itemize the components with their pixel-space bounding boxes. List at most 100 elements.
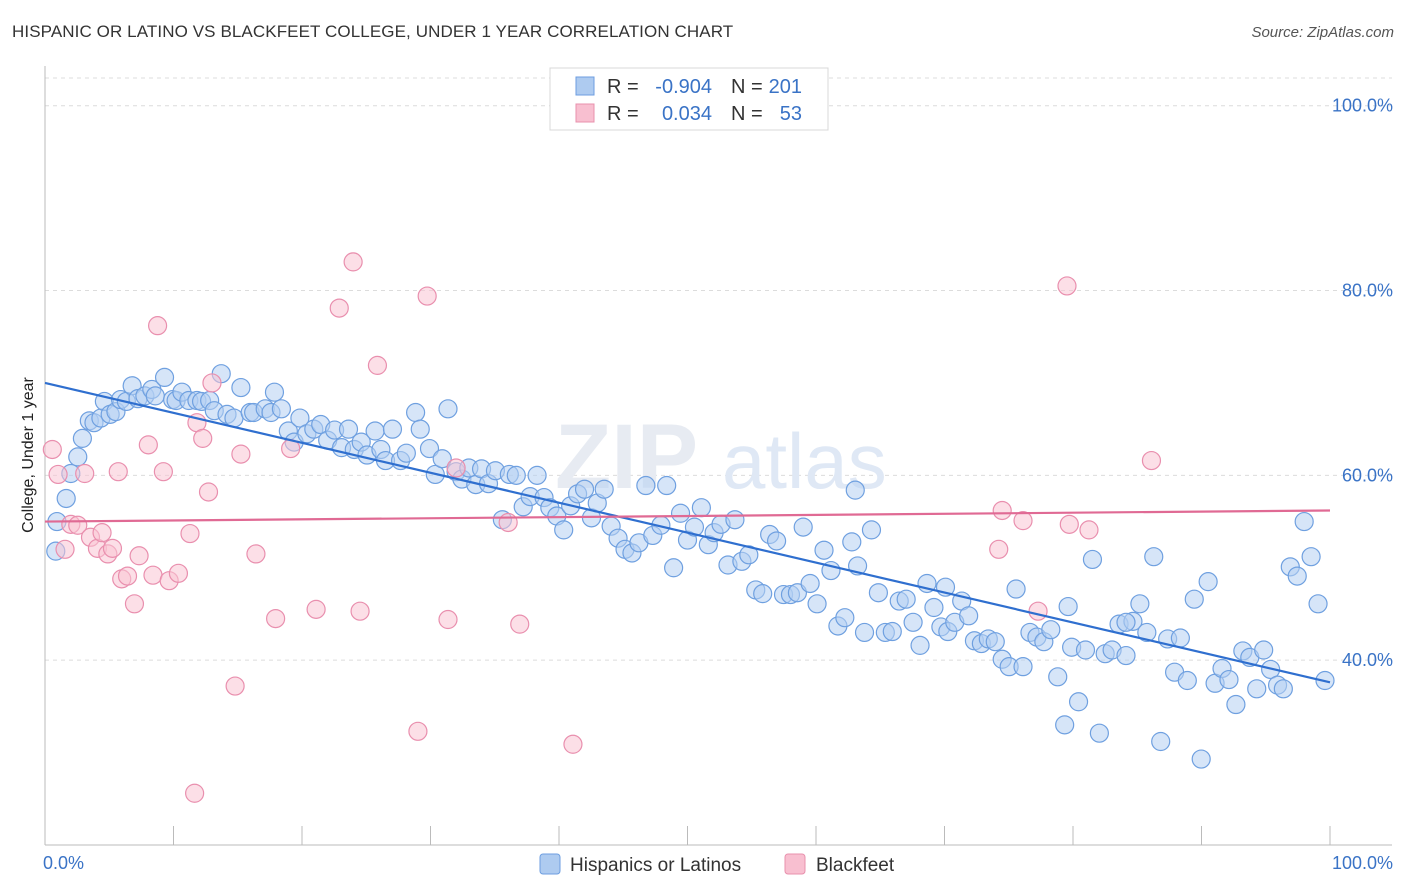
point-hispanics — [1151, 731, 1171, 752]
grid-lines — [45, 77, 1392, 661]
point-hispanics — [365, 421, 385, 441]
point-blackfeet — [266, 608, 286, 629]
point-hispanics — [290, 408, 310, 428]
point-hispanics — [154, 367, 175, 388]
point-blackfeet — [350, 601, 370, 621]
point-hispanics — [636, 475, 656, 496]
point-hispanics — [845, 480, 865, 500]
point-blackfeet — [129, 546, 149, 566]
point-blackfeet — [102, 538, 123, 558]
point-hispanics — [1184, 589, 1204, 609]
point-hispanics — [1075, 640, 1096, 660]
point-blackfeet — [1141, 450, 1162, 471]
point-hispanics — [574, 479, 595, 499]
point-hispanics — [1287, 566, 1307, 586]
point-hispanics — [264, 382, 285, 402]
x-tick-label-max: 100.0% — [1332, 853, 1393, 873]
trend-lines — [44, 381, 1331, 684]
point-hispanics — [691, 498, 711, 518]
point-blackfeet — [42, 439, 62, 460]
point-hispanics — [231, 377, 251, 398]
point-hispanics — [664, 558, 684, 578]
point-hispanics — [72, 428, 92, 448]
point-hispanics — [1006, 579, 1026, 599]
point-hispanics — [725, 510, 745, 530]
point-blackfeet — [989, 539, 1009, 559]
point-hispanics — [670, 503, 691, 523]
y-axis-label: College, Under 1 year — [20, 377, 37, 533]
point-blackfeet — [198, 482, 219, 502]
point-hispanics — [1254, 640, 1274, 660]
point-blackfeet — [498, 512, 518, 533]
point-hispanics — [506, 465, 526, 485]
point-hispanics — [800, 573, 820, 594]
stats-n-label-0: N = — [731, 76, 763, 98]
point-hispanics — [1055, 715, 1075, 735]
point-hispanics — [68, 447, 88, 467]
point-hispanics — [527, 465, 547, 485]
y-tick-label: 80.0% — [1342, 281, 1393, 301]
point-hispanics — [896, 589, 916, 609]
point-hispanics — [924, 597, 944, 618]
point-blackfeet — [417, 286, 437, 306]
point-hispanics — [1198, 572, 1218, 592]
y-tick-label: 100.0% — [1332, 96, 1393, 116]
point-hispanics — [56, 488, 76, 509]
point-hispanics — [1170, 628, 1190, 648]
point-hispanics — [1058, 596, 1078, 617]
point-blackfeet — [75, 463, 95, 484]
point-blackfeet — [180, 523, 200, 544]
stats-n-value-1: 53 — [780, 103, 802, 125]
point-hispanics — [1068, 692, 1089, 712]
point-hispanics — [842, 532, 862, 552]
point-blackfeet — [1079, 520, 1099, 540]
point-hispanics — [868, 583, 889, 603]
point-blackfeet — [138, 435, 158, 455]
point-hispanics — [1041, 620, 1061, 640]
point-blackfeet — [246, 544, 266, 564]
point-hispanics — [1191, 749, 1211, 769]
point-hispanics — [382, 419, 403, 439]
point-hispanics — [1308, 594, 1328, 614]
point-blackfeet — [202, 373, 222, 393]
point-blackfeet — [329, 298, 349, 318]
legend-swatch-blackfeet — [784, 853, 806, 875]
point-blackfeet — [124, 594, 145, 614]
point-hispanics — [224, 408, 244, 428]
y-tick-labels: 40.0% 60.0% 80.0% 100.0% — [1332, 96, 1393, 670]
point-blackfeet — [1013, 511, 1033, 531]
point-hispanics — [1116, 612, 1136, 632]
point-blackfeet — [225, 676, 245, 696]
x-tick-labels: 0.0% 100.0% — [43, 853, 1393, 873]
point-blackfeet — [108, 462, 128, 482]
point-blackfeet — [1059, 514, 1079, 534]
point-hispanics — [1130, 594, 1150, 614]
series-blackfeet — [42, 252, 1162, 803]
point-hispanics — [594, 479, 614, 499]
point-hispanics — [793, 517, 813, 537]
point-hispanics — [684, 517, 705, 537]
point-hispanics — [1013, 657, 1033, 677]
stats-legend: R = -0.904 N = 201 R = 0.034 N = 53 — [549, 67, 829, 131]
point-hispanics — [554, 520, 574, 540]
point-hispanics — [410, 419, 430, 439]
chart-title: HISPANIC OR LATINO VS BLACKFEET COLLEGE,… — [12, 22, 734, 41]
point-hispanics — [1294, 511, 1314, 532]
point-hispanics — [1116, 645, 1136, 666]
point-hispanics — [753, 584, 773, 604]
stats-r-label-0: R = — [607, 76, 639, 98]
point-blackfeet — [446, 458, 466, 478]
point-blackfeet — [153, 462, 173, 482]
stats-n-value-0: 201 — [769, 76, 802, 98]
point-hispanics — [438, 399, 458, 419]
point-hispanics — [1089, 723, 1109, 743]
point-hispanics — [338, 419, 359, 439]
point-hispanics — [959, 606, 979, 626]
point-blackfeet — [231, 444, 251, 464]
point-hispanics — [145, 386, 165, 406]
point-hispanics — [1177, 670, 1197, 691]
stats-r-value-0: -0.904 — [655, 76, 712, 98]
point-blackfeet — [343, 252, 363, 272]
point-blackfeet — [168, 563, 189, 583]
